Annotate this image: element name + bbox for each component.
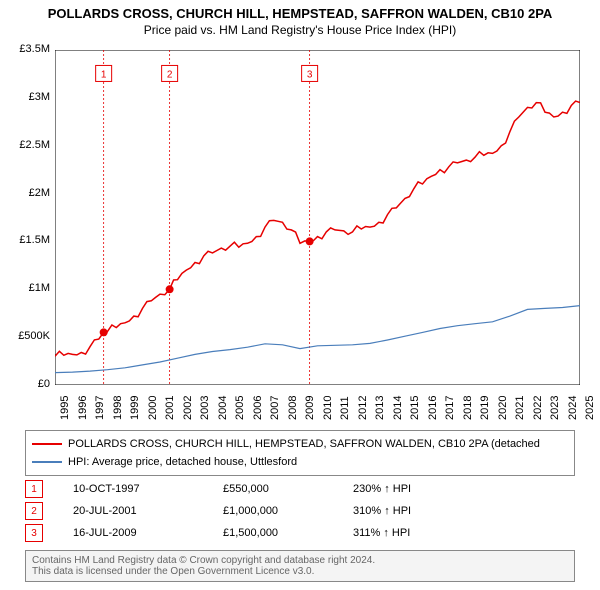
marker-price: £550,000	[223, 483, 323, 495]
legend-box: POLLARDS CROSS, CHURCH HILL, HEMPSTEAD, …	[25, 430, 575, 476]
x-tick-label: 2009	[304, 396, 316, 420]
x-tick-label: 1997	[94, 396, 106, 420]
y-tick-label: £500K	[10, 330, 50, 342]
attribution-line2: This data is licensed under the Open Gov…	[32, 566, 568, 577]
x-tick-label: 1998	[112, 396, 124, 420]
marker-date: 10-OCT-1997	[73, 483, 193, 495]
attribution-line1: Contains HM Land Registry data © Crown c…	[32, 555, 568, 566]
x-tick-label: 2012	[357, 396, 369, 420]
marker-pct: 310% ↑ HPI	[353, 505, 453, 517]
x-tick-label: 2013	[374, 396, 386, 420]
legend-swatch	[32, 443, 62, 445]
x-axis-labels: 1995 1996 1997 1998 1999 2000 2001 2002 2003 2004…	[55, 388, 580, 428]
x-tick-label: 2011	[339, 396, 351, 420]
series-line-property	[55, 101, 580, 356]
legend-item: HPI: Average price, detached house, Uttl…	[32, 453, 568, 471]
attribution-box: Contains HM Land Registry data © Crown c…	[25, 550, 575, 582]
x-tick-label: 2008	[287, 396, 299, 420]
marker-badge: 3	[25, 524, 43, 542]
x-tick-label: 2025	[584, 396, 596, 420]
x-tick-label: 2014	[392, 396, 404, 420]
x-tick-label: 2002	[182, 396, 194, 420]
y-tick-label: £2M	[10, 187, 50, 199]
x-tick-label: 2020	[497, 396, 509, 420]
marker-row: 2 20-JUL-2001 £1,000,000 310% ↑ HPI	[25, 500, 453, 522]
y-tick-label: £3M	[10, 91, 50, 103]
x-tick-label: 2004	[217, 396, 229, 420]
marker-pct: 311% ↑ HPI	[353, 527, 453, 539]
marker-date: 20-JUL-2001	[73, 505, 193, 517]
marker-table: 1 10-OCT-1997 £550,000 230% ↑ HPI 2 20-JUL-20…	[25, 478, 453, 544]
y-tick-label: £3.5M	[10, 43, 50, 55]
x-tick-label: 2005	[234, 396, 246, 420]
x-tick-label: 2001	[164, 396, 176, 420]
x-tick-label: 2015	[409, 396, 421, 420]
x-tick-label: 2010	[322, 396, 334, 420]
marker-row: 3 16-JUL-2009 £1,500,000 311% ↑ HPI	[25, 522, 453, 544]
marker-price: £1,000,000	[223, 505, 323, 517]
marker-pct: 230% ↑ HPI	[353, 483, 453, 495]
chart-subtitle: Price paid vs. HM Land Registry's House …	[0, 21, 600, 37]
x-tick-label: 1999	[129, 396, 141, 420]
x-tick-label: 2000	[147, 396, 159, 420]
y-tick-label: £0	[10, 378, 50, 390]
x-tick-label: 2019	[479, 396, 491, 420]
marker-price: £1,500,000	[223, 527, 323, 539]
x-tick-label: 2003	[199, 396, 211, 420]
x-tick-label: 2021	[514, 396, 526, 420]
x-tick-label: 2017	[444, 396, 456, 420]
legend-item: POLLARDS CROSS, CHURCH HILL, HEMPSTEAD, …	[32, 435, 568, 453]
x-tick-label: 1995	[59, 396, 71, 420]
chart-plot-area: 1 2 3	[55, 50, 580, 385]
x-tick-label: 2018	[462, 396, 474, 420]
marker-badge-1: 1	[101, 69, 107, 80]
legend-label: HPI: Average price, detached house, Uttl…	[68, 456, 297, 468]
marker-row: 1 10-OCT-1997 £550,000 230% ↑ HPI	[25, 478, 453, 500]
chart-title: POLLARDS CROSS, CHURCH HILL, HEMPSTEAD, …	[0, 0, 600, 21]
x-tick-label: 2006	[252, 396, 264, 420]
x-tick-label: 2023	[549, 396, 561, 420]
marker-badge: 1	[25, 480, 43, 498]
x-tick-label: 2016	[427, 396, 439, 420]
x-tick-label: 2007	[269, 396, 281, 420]
legend-swatch	[32, 461, 62, 463]
x-tick-label: 1996	[77, 396, 89, 420]
chart-svg: 1 2 3	[55, 50, 580, 385]
x-tick-label: 2022	[532, 396, 544, 420]
marker-date: 16-JUL-2009	[73, 527, 193, 539]
y-tick-label: £1M	[10, 282, 50, 294]
marker-badge-3: 3	[307, 69, 313, 80]
y-tick-label: £2.5M	[10, 139, 50, 151]
marker-badge: 2	[25, 502, 43, 520]
legend-label: POLLARDS CROSS, CHURCH HILL, HEMPSTEAD, …	[68, 438, 540, 450]
marker-badge-2: 2	[167, 69, 173, 80]
y-tick-label: £1.5M	[10, 234, 50, 246]
chart-container: POLLARDS CROSS, CHURCH HILL, HEMPSTEAD, …	[0, 0, 600, 590]
x-tick-label: 2024	[567, 396, 579, 420]
